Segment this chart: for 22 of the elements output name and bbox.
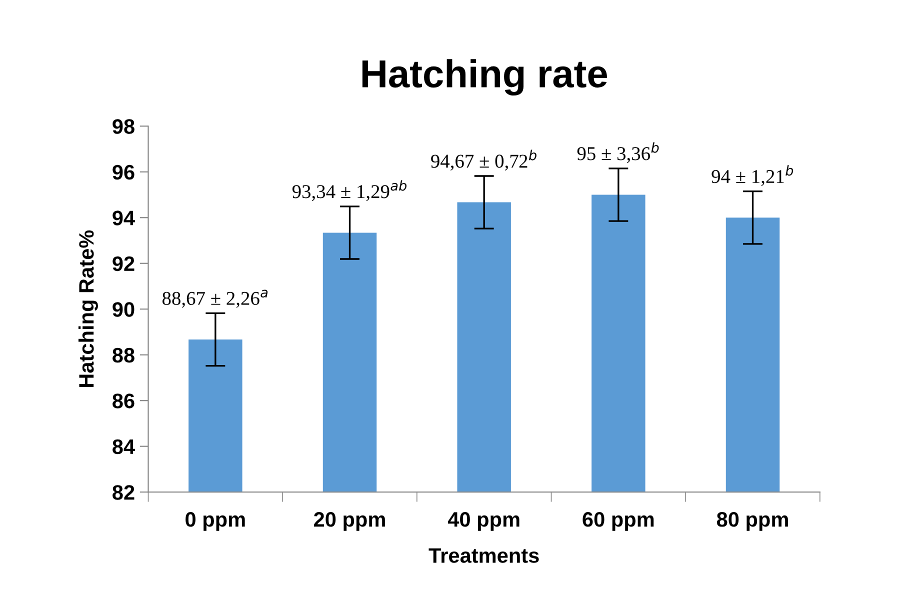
x-tick-label: 60 ppm bbox=[582, 512, 654, 531]
y-tick-label: 92 bbox=[112, 256, 134, 272]
y-tick-label: 84 bbox=[112, 439, 135, 454]
x-tick-label: 0 ppm bbox=[186, 512, 245, 531]
chart-title: Hatching rate bbox=[362, 59, 608, 96]
y-axis-title: Hatching Rate% bbox=[78, 230, 98, 387]
x-tick-label: 40 ppm bbox=[448, 512, 520, 531]
data-label: 95 ± 3,36$^{b}$ bbox=[577, 142, 659, 164]
data-label: 94,67 ± 0,72$^{b}$ bbox=[431, 150, 536, 171]
y-tick-label: 96 bbox=[112, 164, 134, 180]
y-tick-label: 82 bbox=[112, 485, 134, 500]
x-tick-label: 20 ppm bbox=[314, 512, 385, 531]
data-label: 88,67 ± 2,26$^{a}$ bbox=[162, 290, 268, 308]
y-tick-label: 98 bbox=[112, 119, 134, 134]
data-label: 93,34 ± 1,29$^{ab}$ bbox=[292, 180, 406, 201]
y-tick-label: 88 bbox=[112, 348, 134, 363]
y-tick-label: 90 bbox=[112, 302, 134, 317]
y-tick-label: 94 bbox=[112, 210, 135, 226]
data-label: 94 ± 1,21$^{b}$ bbox=[712, 165, 794, 186]
x-tick-label: 80 ppm bbox=[716, 512, 788, 531]
y-tick-label: 86 bbox=[112, 394, 134, 408]
x-axis-title: Treatments bbox=[428, 548, 539, 563]
